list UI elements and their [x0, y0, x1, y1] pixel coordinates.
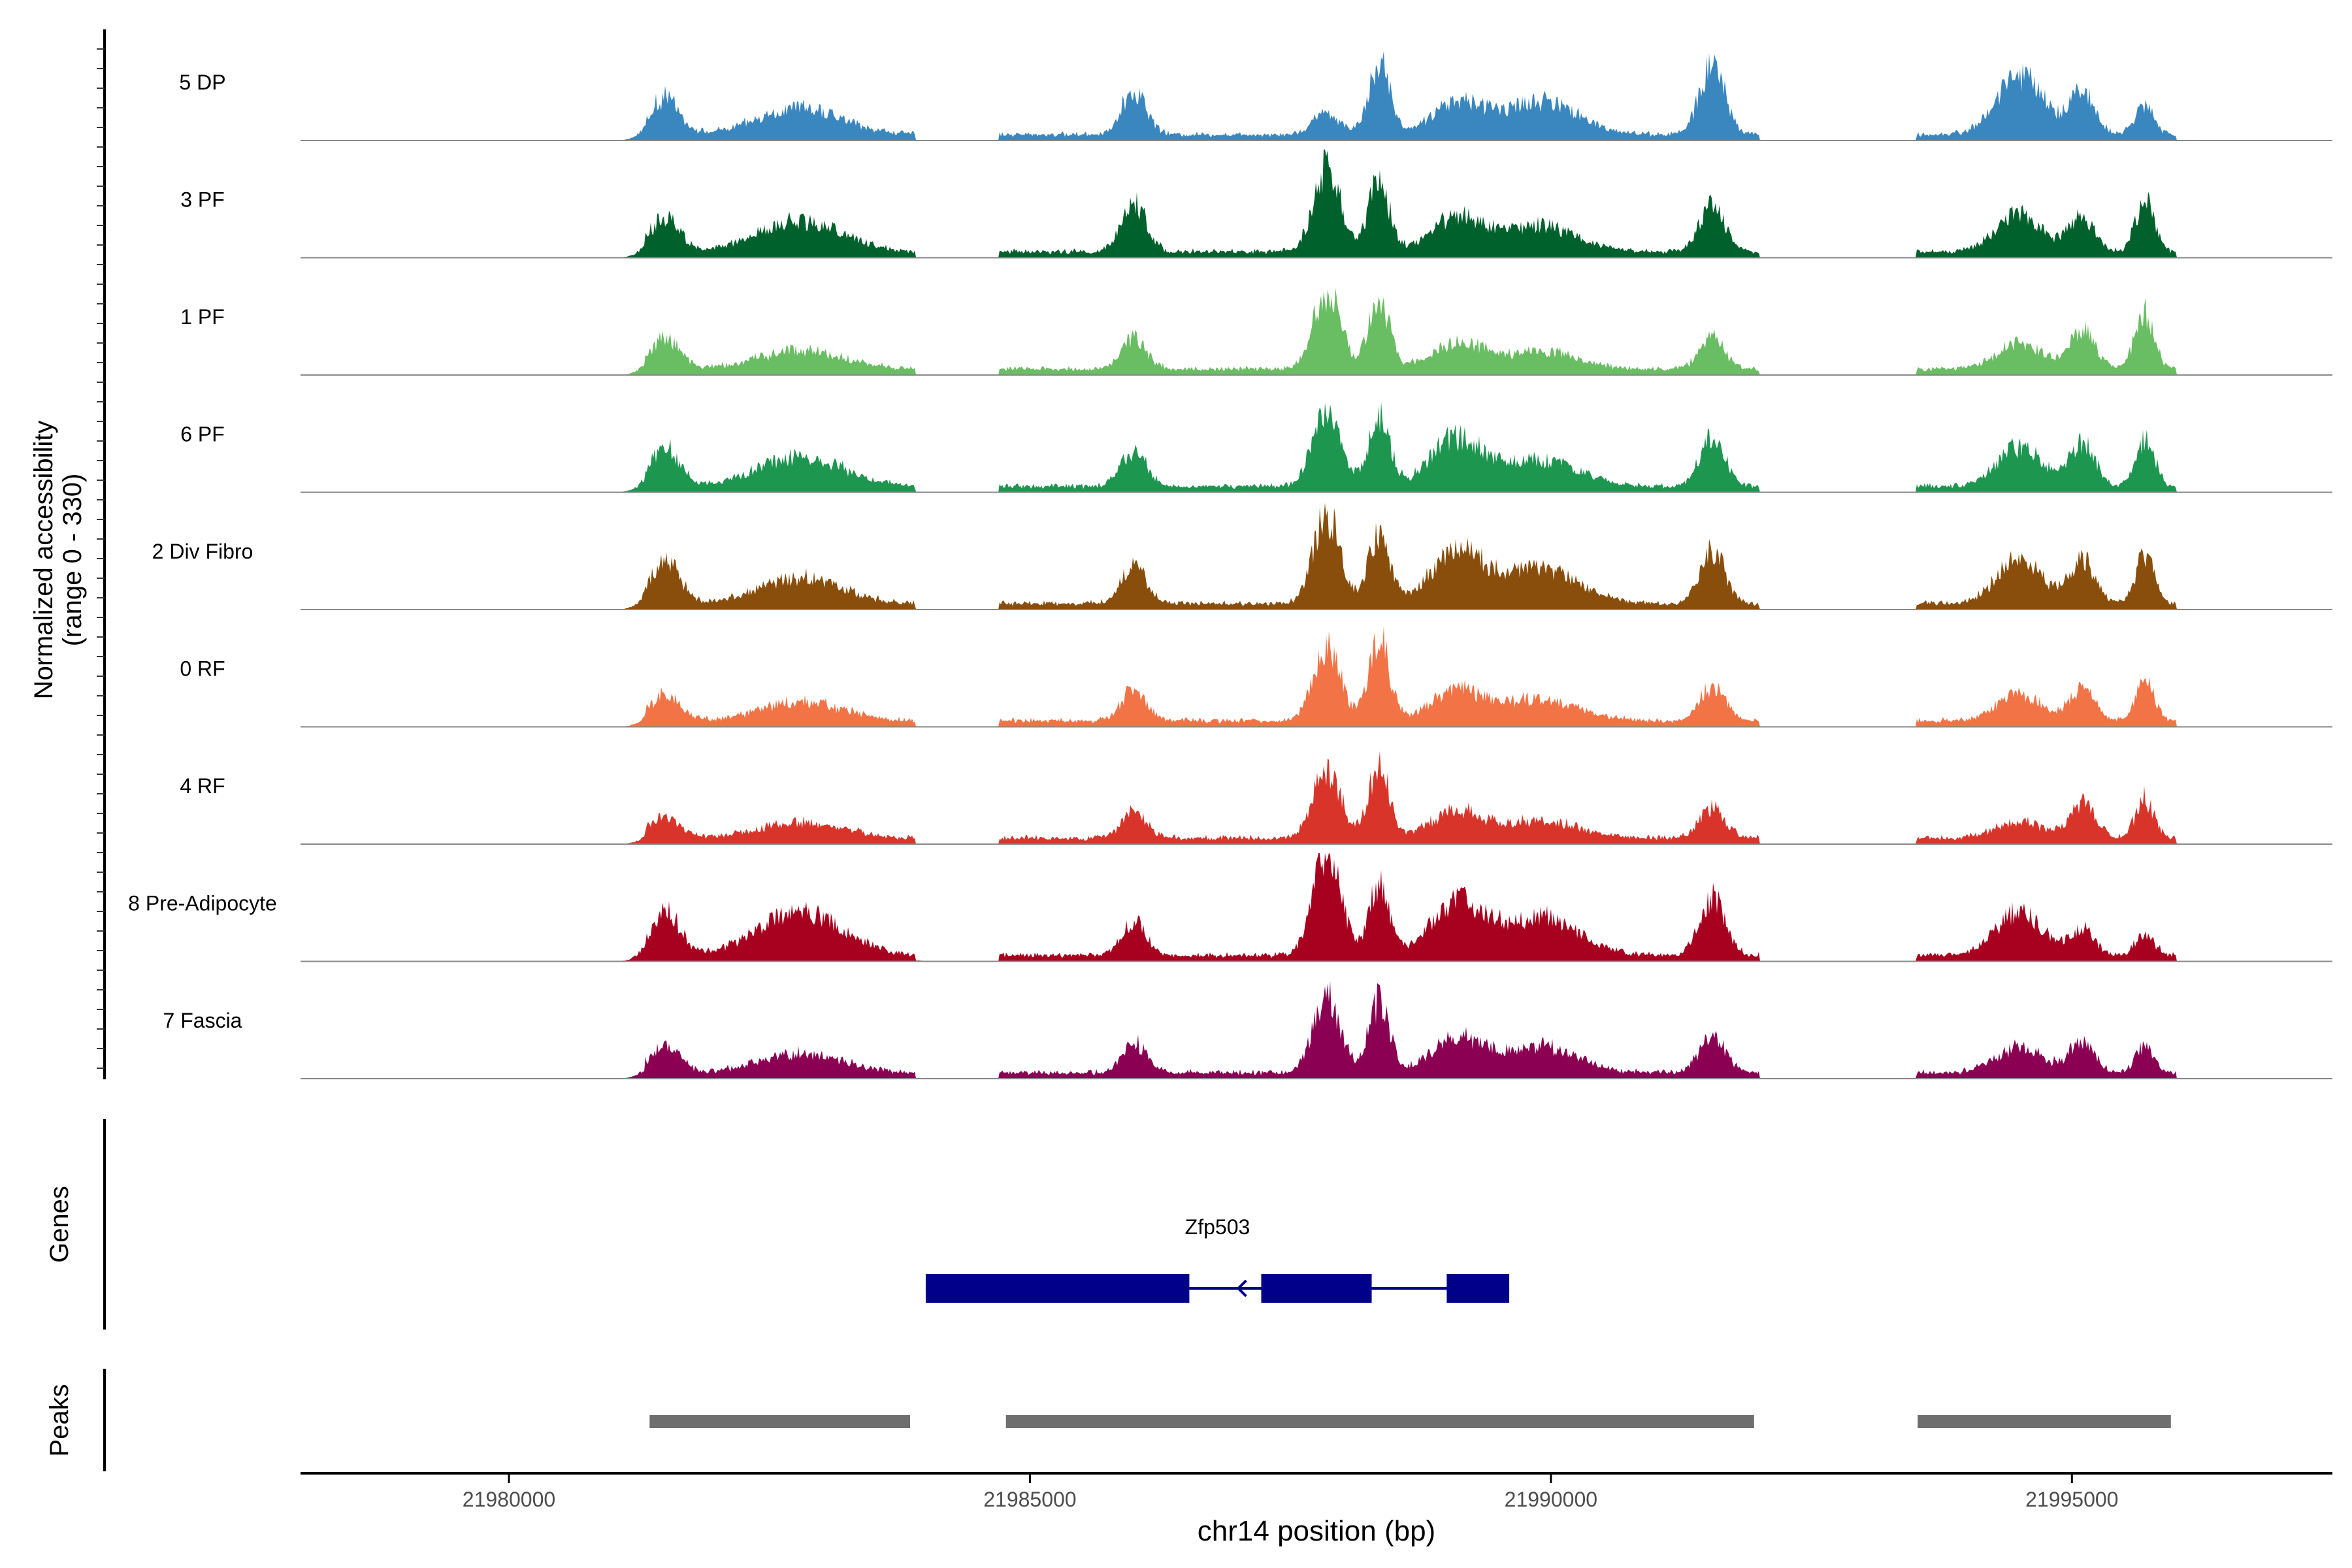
- peaks-track-label: Peaks: [45, 1384, 74, 1456]
- track-label: 1 PF: [180, 305, 225, 329]
- x-tick-label: 21980000: [463, 1488, 555, 1511]
- strand-arrow: [1445, 1279, 1456, 1298]
- coverage-area: [301, 287, 2332, 375]
- track-label: 7 Fascia: [163, 1009, 242, 1032]
- x-tick-label: 21985000: [983, 1488, 1076, 1511]
- coverage-track: 4 RF: [180, 751, 2332, 845]
- coverage-track: 5 DP: [179, 51, 2332, 141]
- coverage-tracks: 5 DP 3 PF 1 PF 6 PF 2 Div Fibro 0 RF 4 RF 8 Pre…: [128, 51, 2332, 1079]
- coverage-area: [301, 981, 2332, 1079]
- coverage-track: 0 RF: [180, 626, 2332, 728]
- peak-interval: [1918, 1415, 2171, 1428]
- gene-name-label: Zfp503: [1185, 1215, 1250, 1239]
- x-ticks: 21980000 21985000 21990000 21995000: [463, 1473, 2118, 1511]
- track-label: 6 PF: [180, 423, 225, 446]
- gene-annotation: Zfp503: [925, 1215, 1510, 1303]
- track-label: 4 RF: [180, 774, 225, 798]
- x-tick-label: 21990000: [1505, 1488, 1597, 1511]
- coverage-area: [301, 626, 2332, 727]
- coverage-area: [301, 751, 2332, 844]
- track-label: 5 DP: [179, 71, 225, 94]
- coverage-track: 7 Fascia: [163, 981, 2332, 1079]
- track-label: 2 Div Fibro: [152, 540, 253, 563]
- track-label: 8 Pre-Adipocyte: [128, 892, 277, 915]
- peak-interval: [1005, 1415, 1754, 1428]
- coverage-track: 2 Div Fibro: [152, 502, 2332, 610]
- coverage-track: 6 PF: [180, 401, 2332, 493]
- coverage-area: [301, 502, 2332, 610]
- track-label: 0 RF: [180, 657, 225, 681]
- genes-track-label: Genes: [45, 1186, 74, 1263]
- x-axis-label: chr14 position (bp): [1198, 1515, 1435, 1547]
- peak-interval: [649, 1415, 910, 1428]
- gene-exon: [1446, 1274, 1510, 1303]
- coverage-y-ticks: [97, 48, 105, 1069]
- gene-exon: [1261, 1274, 1372, 1303]
- coverage-area: [301, 51, 2332, 140]
- coverage-area: [301, 401, 2332, 493]
- coverage-track: 1 PF: [180, 287, 2332, 376]
- peak-annotation: [649, 1415, 2171, 1428]
- coverage-area: [301, 853, 2332, 962]
- strand-arrow: [1236, 1279, 1247, 1298]
- coverage-area: [301, 149, 2332, 258]
- y-axis-label-line2: (range 0 - 330): [58, 474, 87, 647]
- track-label: 3 PF: [180, 188, 225, 212]
- coverage-track: 3 PF: [180, 149, 2332, 259]
- y-axis-label-line1: Normalized accessibility: [29, 421, 58, 700]
- axes: Normalized accessibility (range 0 - 330)…: [29, 29, 2332, 1547]
- x-tick-label: 21995000: [2025, 1488, 2118, 1511]
- gene-exon: [925, 1274, 1190, 1303]
- coverage-track: 8 Pre-Adipocyte: [128, 853, 2332, 962]
